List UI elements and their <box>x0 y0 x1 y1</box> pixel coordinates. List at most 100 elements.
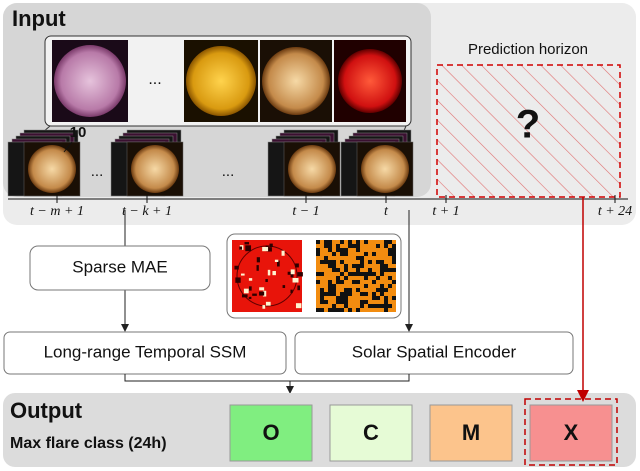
mask-patch <box>328 248 332 252</box>
mask-patch <box>328 292 332 296</box>
unknown-mark: ? <box>516 103 540 147</box>
mask-patch <box>340 292 344 296</box>
mask-patch <box>360 264 364 268</box>
mask-patch <box>368 268 372 272</box>
ssm-label: Long-range Temporal SSM <box>44 342 247 361</box>
mask-patch <box>256 257 260 263</box>
mask-patch <box>360 272 364 276</box>
channel-count: 10 <box>70 124 87 141</box>
mask-patch <box>348 272 352 276</box>
mask-patch <box>320 292 324 296</box>
mask-patch <box>328 244 332 248</box>
masked-images <box>232 240 396 312</box>
mask-patch <box>364 300 368 304</box>
mask-patch <box>384 296 388 300</box>
mask-patch <box>340 240 344 244</box>
mask-patch <box>372 272 376 276</box>
mask-patch <box>262 305 266 309</box>
mask-patch <box>336 276 340 280</box>
mask-patch <box>344 264 348 268</box>
mask-patch <box>340 260 344 264</box>
mask-patch <box>316 308 320 312</box>
mask-patch <box>380 304 384 308</box>
mask-patch <box>328 288 332 292</box>
mask-patch <box>259 291 265 296</box>
mask-patch <box>248 296 252 299</box>
mask-patch <box>272 271 276 276</box>
mask-patch <box>344 292 348 296</box>
mask-patch <box>320 300 324 304</box>
mask-patch <box>344 248 348 252</box>
mask-patch <box>328 284 332 288</box>
mask-patch <box>295 303 302 309</box>
mask-patch <box>340 296 344 300</box>
class-label: M <box>462 420 480 445</box>
mask-patch <box>324 260 328 264</box>
time-label: t − m + 1 <box>30 204 84 219</box>
sun-image <box>361 145 409 193</box>
mask-patch <box>372 296 376 300</box>
output-subtitle: Max flare class (24h) <box>10 435 167 452</box>
mask-patch <box>262 290 267 297</box>
mask-patch <box>328 280 332 284</box>
mask-patch <box>252 293 257 296</box>
sun-image <box>338 49 402 113</box>
mask-patch <box>249 286 252 291</box>
mask-patch <box>376 304 380 308</box>
mask-patch <box>380 288 384 292</box>
mae-label: Sparse MAE <box>72 257 167 276</box>
mask-patch <box>266 247 272 252</box>
mask-patch <box>240 273 245 276</box>
mask-patch <box>316 252 320 256</box>
mask-patch <box>384 240 388 244</box>
mask-patch <box>380 284 384 288</box>
mask-patch <box>316 272 320 276</box>
mask-patch <box>256 265 259 271</box>
mask-patch <box>380 264 384 268</box>
mask-patch <box>392 268 396 272</box>
mask-patch <box>332 284 336 288</box>
mask-patch <box>340 300 344 304</box>
time-label: t <box>384 204 389 219</box>
mask-patch <box>392 280 396 284</box>
mask-patch <box>316 240 320 244</box>
ssm-box <box>3 331 287 375</box>
mask-patch <box>297 272 303 277</box>
sun-image <box>186 46 256 116</box>
mask-patch <box>392 256 396 260</box>
mask-patch <box>324 240 328 244</box>
mask-patch <box>320 272 324 276</box>
mask-patch <box>332 252 336 256</box>
mask-patch <box>364 292 368 296</box>
mask-patch <box>336 268 340 272</box>
mask-patch <box>360 256 364 260</box>
mask-patch <box>384 304 388 308</box>
mask-patch <box>269 243 273 248</box>
mask-patch <box>332 304 336 308</box>
mask-patch <box>356 264 360 268</box>
mask-patch <box>356 268 360 272</box>
mask-patch <box>356 248 360 252</box>
mask-patch <box>352 272 356 276</box>
mask-patch <box>259 287 265 291</box>
mask-patch <box>245 245 252 252</box>
class-label: X <box>564 420 579 445</box>
ellipsis: ... <box>91 163 104 180</box>
mask-patch <box>336 280 340 284</box>
mask-patch <box>356 288 360 292</box>
mask-patch <box>332 260 336 264</box>
encoder-box <box>294 331 574 375</box>
mask-patch <box>376 276 380 280</box>
sun-image <box>262 47 330 115</box>
mask-patch <box>295 263 299 268</box>
mask-patch <box>388 240 392 244</box>
mask-patch <box>356 256 360 260</box>
mask-patch <box>282 285 286 288</box>
sun-image <box>28 145 76 193</box>
prediction-box <box>436 64 621 198</box>
mask-patch <box>320 308 324 312</box>
mask-patch <box>392 260 396 264</box>
mask-patch <box>344 252 348 256</box>
mask-patch <box>356 272 360 276</box>
mask-patch <box>392 296 396 300</box>
